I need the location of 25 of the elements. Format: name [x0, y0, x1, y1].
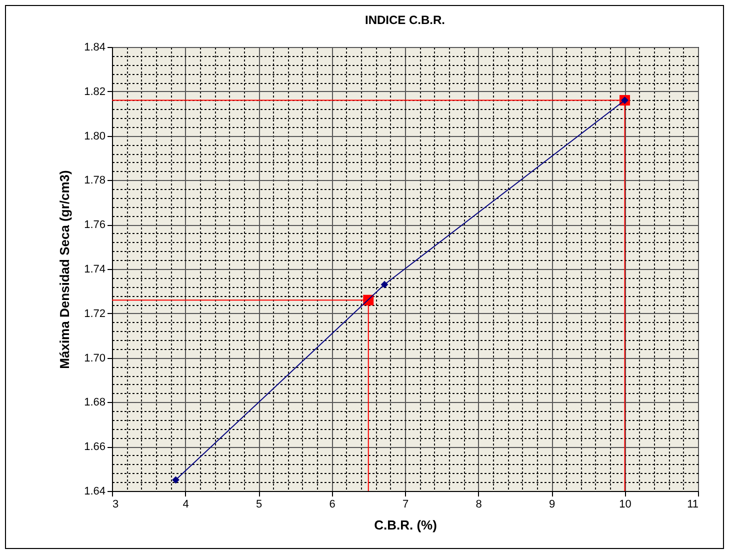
- point: [380, 280, 388, 288]
- x-tick-label: 10: [619, 498, 632, 510]
- chart-title: INDICE C.B.R.: [364, 13, 446, 27]
- x-tick-label: 4: [182, 498, 189, 510]
- y-tick-label: 1.68: [84, 396, 106, 409]
- x-tick-label: 3: [112, 498, 119, 510]
- y-tick-label: 1.64: [84, 486, 106, 498]
- y-tick-label: 1.76: [84, 219, 106, 232]
- x-tick-label: 7: [402, 498, 409, 510]
- y-axis-title: Máxima Densidad Seca (gr/cm3): [57, 170, 72, 369]
- y-tick-label: 1.84: [84, 42, 106, 54]
- x-axis-title: C.B.R. (%): [374, 518, 437, 532]
- y-tick-label: 1.66: [84, 441, 106, 454]
- x-tick-label: 5: [256, 498, 262, 510]
- x-tick-label: 11: [687, 498, 698, 510]
- y-tick-label: 1.82: [84, 86, 106, 98]
- x-tick-label: 8: [476, 498, 482, 510]
- x-tick-label: 9: [548, 498, 556, 510]
- point: [172, 476, 180, 484]
- y-tick-label: 1.72: [84, 308, 106, 320]
- y-tick-label: 1.74: [84, 264, 106, 276]
- x-tick-label: 6: [329, 498, 336, 510]
- y-tick-label: 1.80: [84, 130, 106, 142]
- y-tick-label: 1.70: [84, 352, 106, 364]
- y-tick-label: 1.78: [84, 174, 106, 187]
